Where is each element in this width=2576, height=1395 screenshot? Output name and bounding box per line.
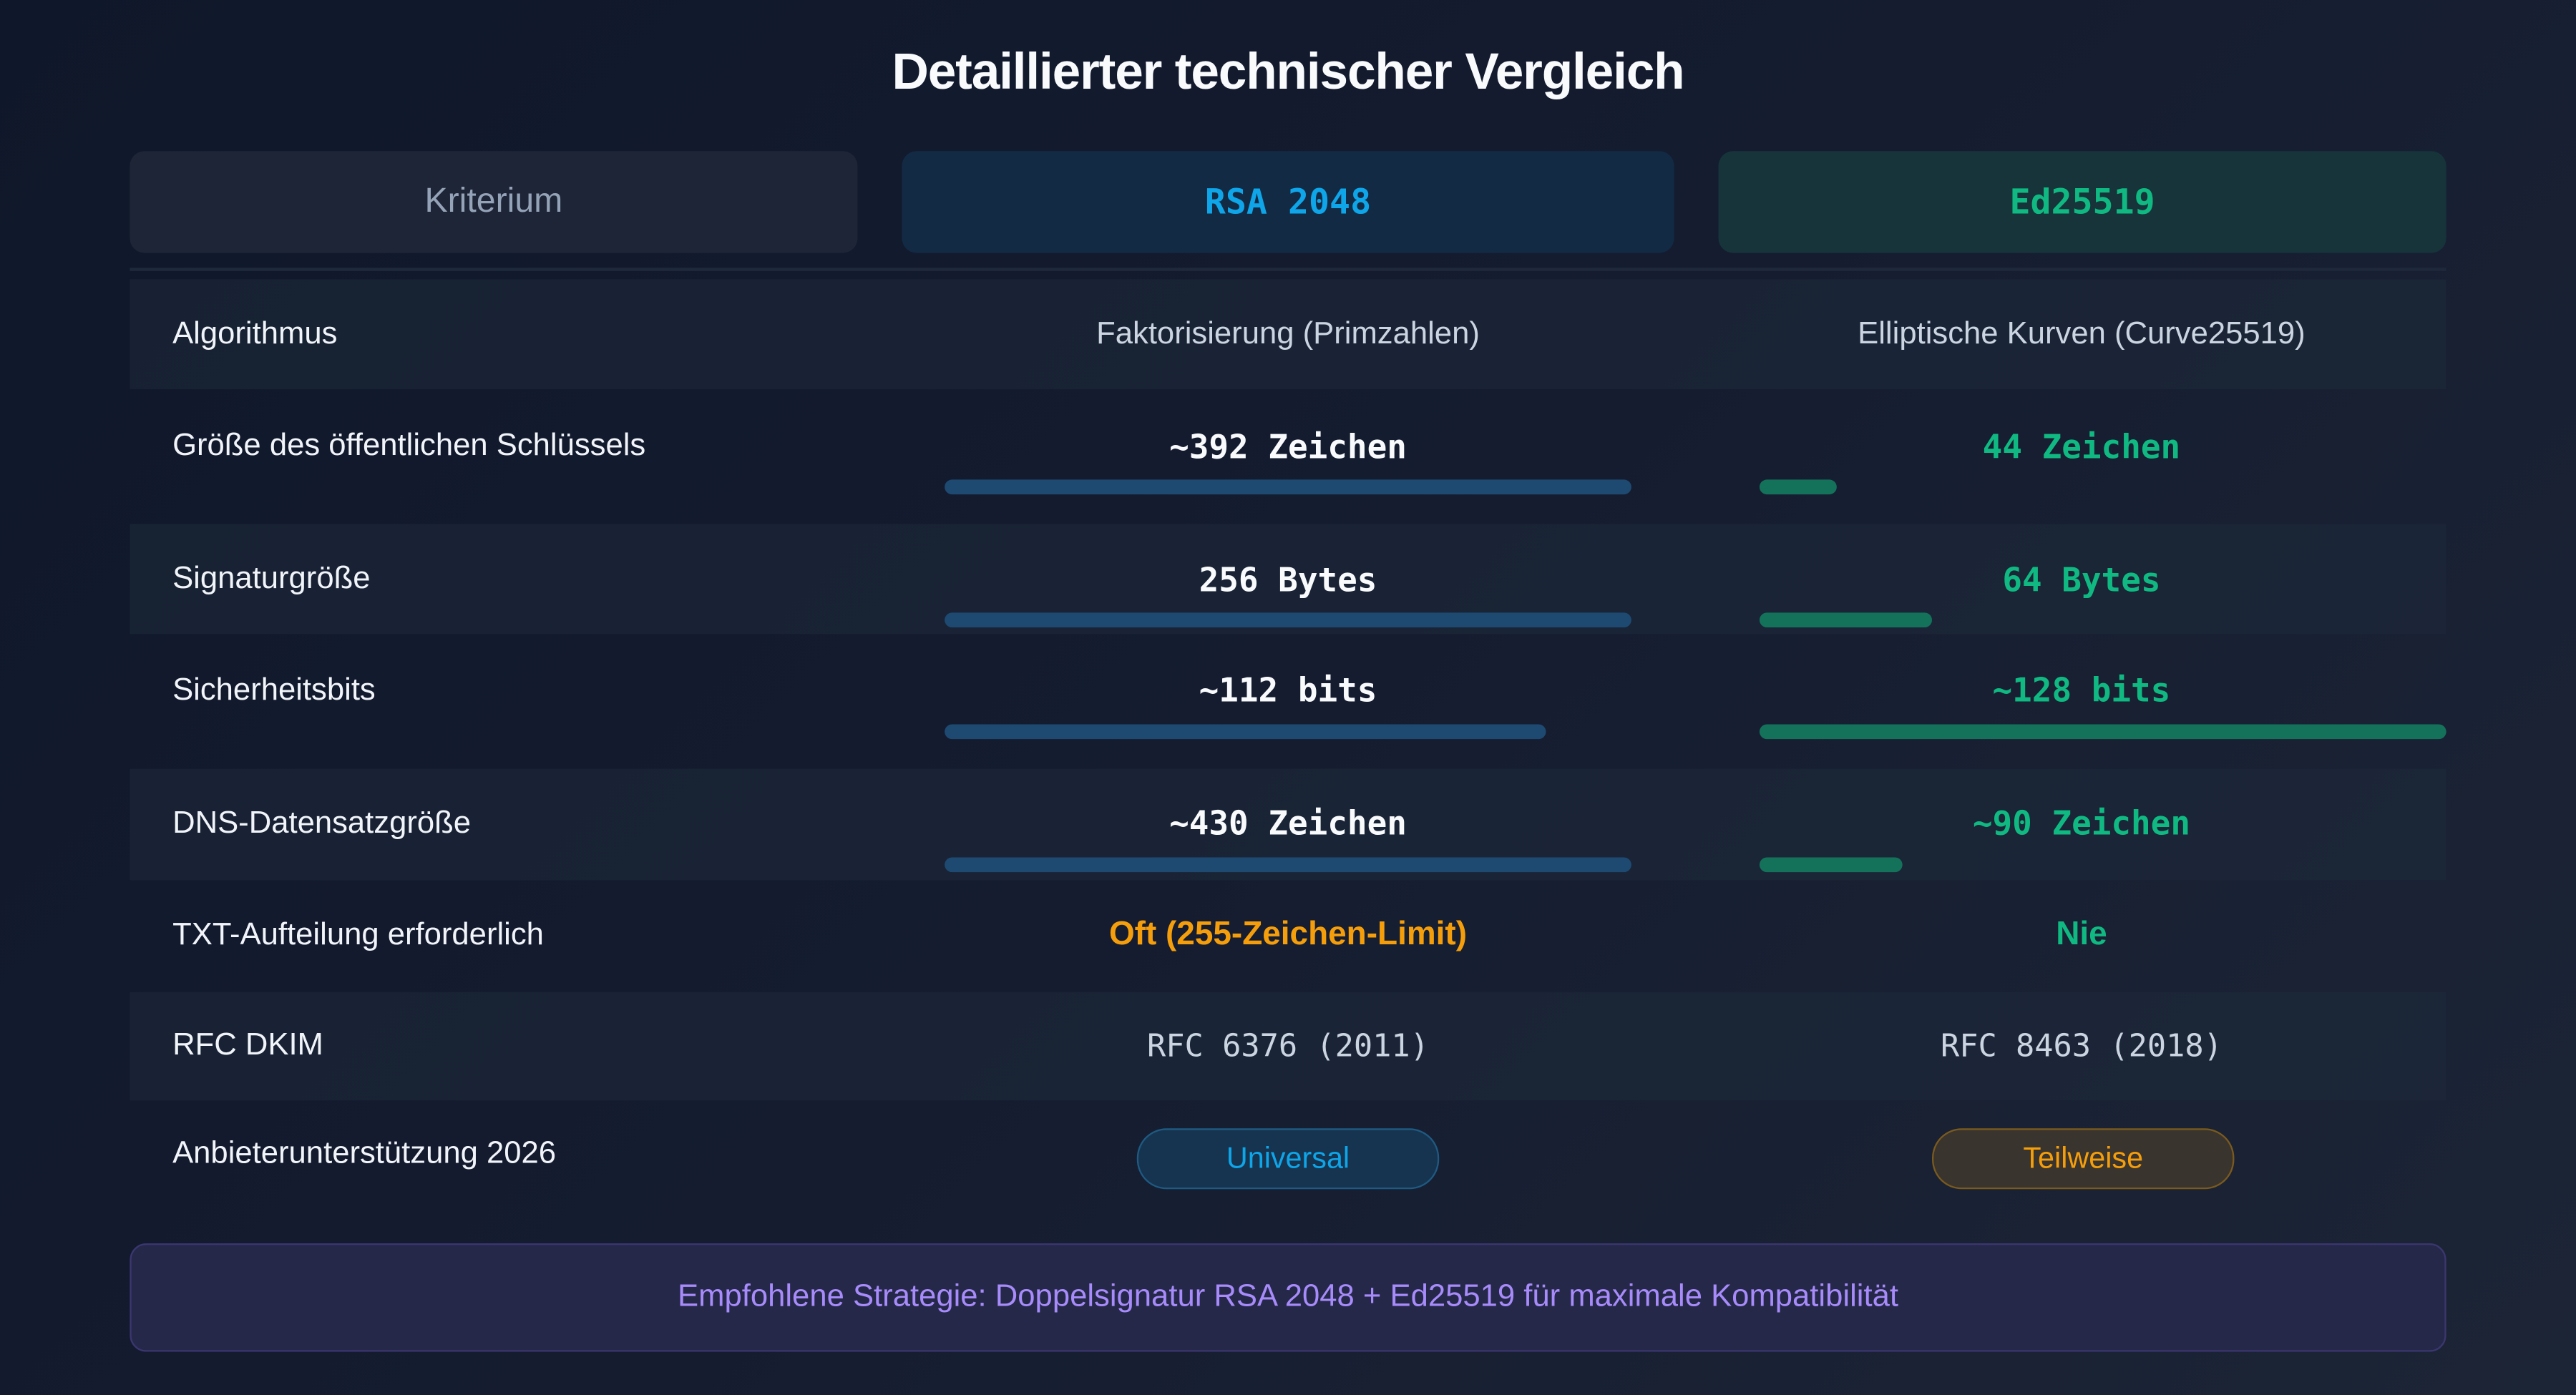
table-row-algorithm: Algorithmus Faktorisierung (Primzahlen) … [130,279,2446,390]
row-label: DNS-Datensatzgröße [172,806,472,841]
table-row-provider-support: Anbieterunterstützung 2026 Universal Tei… [130,1100,2446,1215]
table-row-dns-record-size: DNS-Datensatzgröße ~430 Zeichen ~90 Zeic… [130,768,2446,881]
ed25519-value: 44 Zeichen [1982,426,2181,467]
table-row-signature-size: Signaturgröße 256 Bytes 64 Bytes [130,524,2446,635]
ed25519-value: RFC 8463 (2018) [1940,1028,2223,1064]
header-divider [130,268,2446,271]
row-label: RFC DKIM [172,1028,323,1063]
ed25519-value: ~128 bits [1992,670,2171,710]
rsa-value: Oft (255-Zeichen-Limit) [1108,916,1468,953]
ed25519-bar [1759,612,1931,628]
rsa-value: ~430 Zeichen [1169,803,1407,843]
row-label: Algorithmus [172,317,338,352]
rsa-value: Faktorisierung (Primzahlen) [1096,317,1480,352]
status-badge-universal: Universal [1136,1128,1440,1190]
ed25519-bar [1759,479,1837,495]
ed25519-bar [1759,857,1903,873]
table-row-txt-splitting: TXT-Aufteilung erforderlich Oft (255-Zei… [130,881,2446,992]
rsa-value: 256 Bytes [1199,559,1377,600]
row-label: Anbieterunterstützung 2026 [172,1136,557,1171]
ed25519-value: Nie [2056,916,2107,953]
table-row-public-key-size: Größe des öffentlichen Schlüssels ~392 Z… [130,389,2446,524]
rsa-bar [945,857,1631,873]
status-badge-partial: Teilweise [1932,1128,2235,1190]
rsa-value: ~392 Zeichen [1169,426,1407,467]
ed25519-value: 64 Bytes [2002,559,2161,600]
row-label: Größe des öffentlichen Schlüssels [172,429,646,464]
ed25519-value: ~90 Zeichen [1972,803,2190,843]
ed25519-value: Elliptische Kurven (Curve25519) [1858,317,2306,352]
header-ed25519: Ed25519 [1718,151,2446,253]
row-label: TXT-Aufteilung erforderlich [172,918,544,953]
row-label: Signaturgröße [172,562,371,597]
row-label: Sicherheitsbits [172,673,376,708]
rsa-value: ~112 bits [1199,670,1377,710]
ed25519-bar [1759,724,2446,740]
header-criterion: Kriterium [130,151,858,253]
table-row-rfc-dkim: RFC DKIM RFC 6376 (2011) RFC 8463 (2018) [130,992,2446,1101]
rsa-bar [945,612,1631,628]
recommendation-banner: Empfohlene Strategie: Doppelsignatur RSA… [130,1243,2446,1352]
rsa-bar [945,479,1631,495]
rsa-bar [945,724,1546,740]
rsa-value: RFC 6376 (2011) [1147,1028,1429,1064]
header-rsa: RSA 2048 [902,151,1674,253]
table-row-security-bits: Sicherheitsbits ~112 bits ~128 bits [130,634,2446,768]
page-title: Detaillierter technischer Vergleich [892,42,1684,101]
